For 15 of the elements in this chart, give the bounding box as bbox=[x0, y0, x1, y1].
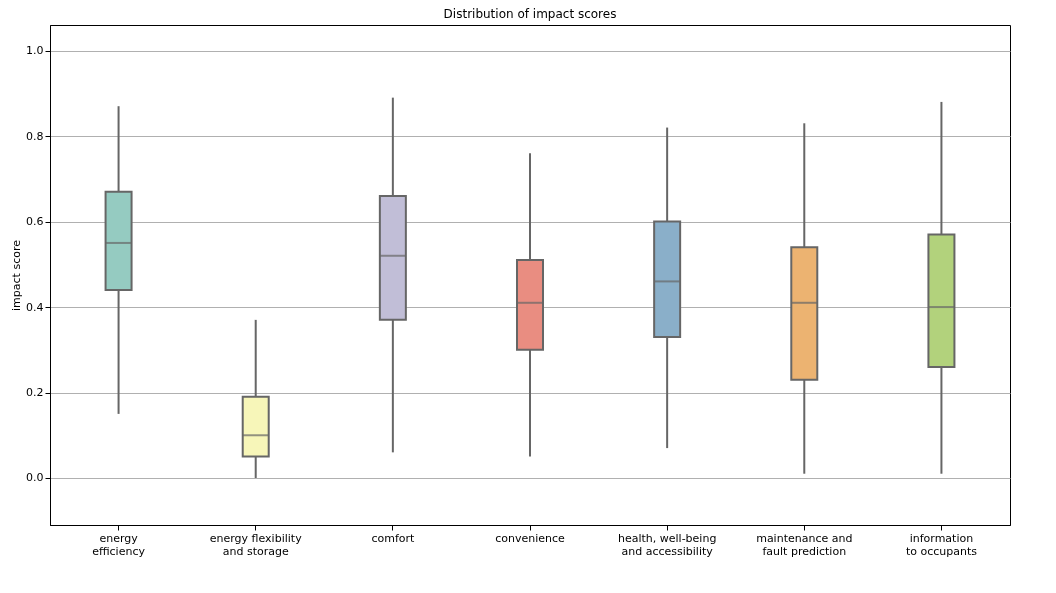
chart-title: Distribution of impact scores bbox=[443, 7, 617, 21]
y-tick-label: 0.0 bbox=[26, 471, 44, 485]
y-tick-label: 1.0 bbox=[26, 44, 44, 58]
y-tick-label: 0.8 bbox=[26, 129, 44, 143]
x-tick-label: convenience bbox=[495, 531, 566, 545]
x-tick-label: energy flexibility and storage bbox=[209, 531, 303, 558]
x-tick-label: comfort bbox=[371, 531, 416, 545]
y-axis-title: impact score bbox=[10, 239, 24, 311]
x-tick-label: energy efficiency bbox=[92, 531, 146, 558]
x-tick-label: health, well-being and accessibility bbox=[617, 531, 717, 558]
y-tick-label: 0.6 bbox=[26, 215, 44, 229]
y-tick-label: 0.4 bbox=[26, 300, 44, 314]
y-tick-label: 0.2 bbox=[26, 386, 44, 400]
x-tick-label: information to occupants bbox=[905, 531, 978, 558]
x-tick-label: maintenance and fault prediction bbox=[756, 531, 853, 558]
